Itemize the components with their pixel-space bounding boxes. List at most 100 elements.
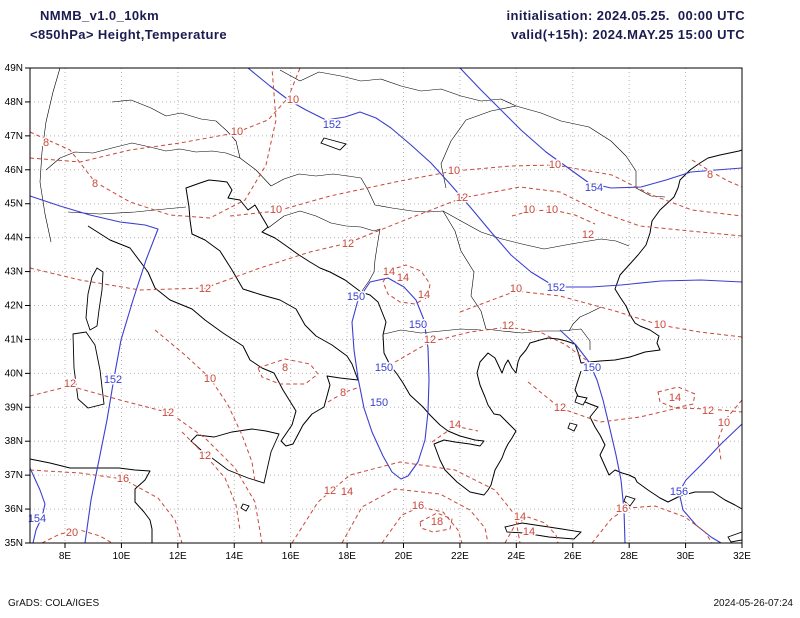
contour-label-temperature: 20 — [66, 527, 78, 539]
temp-contour-14-east-loop — [657, 386, 696, 409]
lon-label: 32E — [733, 551, 751, 562]
contour-label-height: 150 — [583, 362, 601, 374]
contour-label-temperature: 8 — [282, 362, 288, 374]
border-bulgaria-turkey — [568, 306, 602, 332]
height-contour-152-west — [29, 195, 159, 544]
contour-label-height: 150 — [370, 397, 388, 409]
island-rhodes — [623, 495, 636, 507]
lat-label: 36N — [5, 504, 23, 515]
grads-credit: GrADS: COLA/IGES — [8, 598, 100, 609]
lon-label: 24E — [507, 551, 525, 562]
temp-contour-16-southeast — [591, 505, 713, 544]
height-contour-152-north — [247, 67, 743, 288]
contour-label-height: 150 — [375, 362, 393, 374]
coastline-turkey-aegean — [574, 370, 743, 510]
lat-label: 43N — [5, 267, 23, 278]
temp-contour-14-south — [341, 488, 489, 544]
border-carpathian-north — [279, 69, 517, 107]
model-title: NMMB_v1.0_10km — [40, 8, 160, 23]
valid-time: valid(+15h): 2024.MAY.25 15:00 UTC — [511, 27, 745, 42]
temp-contour-10-segment — [511, 209, 596, 225]
border-serbia-bulgaria-greece — [442, 210, 591, 350]
contour-label-temperature: 10 — [510, 283, 522, 295]
contour-label-height: 152 — [547, 282, 565, 294]
temp-contour-8-northwest — [29, 67, 277, 219]
island-crete — [504, 522, 582, 540]
contour-label-temperature: 8 — [340, 387, 346, 399]
contour-label-temperature: 8 — [43, 137, 49, 149]
initialisation-time: initialisation: 2024.05.25. 00:00 UTC — [506, 8, 745, 23]
contour-label-temperature: 14 — [514, 511, 526, 523]
temp-contour-14-south-aegean — [504, 516, 559, 544]
lat-label: 35N — [5, 538, 23, 549]
lat-label: 47N — [5, 131, 23, 142]
temp-contour-14-segment — [431, 425, 479, 443]
temp-contour-10-east-edge — [717, 399, 743, 461]
border-macedonia — [383, 328, 482, 335]
lon-label: 12E — [169, 551, 187, 562]
lon-label: 30E — [677, 551, 695, 562]
contour-label-temperature: 14 — [341, 486, 353, 498]
lat-label: 42N — [5, 301, 23, 312]
temp-contour-16-south — [381, 506, 463, 544]
contour-label-temperature: 12 — [342, 238, 354, 250]
contour-label-temperature: 8 — [707, 169, 713, 181]
lat-label: 46N — [5, 165, 23, 176]
contour-label-temperature: 10 — [549, 159, 561, 171]
contour-label-temperature: 12 — [199, 450, 211, 462]
temp-contour-12-balkans — [394, 326, 587, 363]
lat-label: 38N — [5, 436, 23, 447]
contour-label-temperature: 12 — [162, 407, 174, 419]
height-contour-154-northeast — [459, 67, 743, 189]
border-alps-east-west — [45, 142, 362, 187]
contour-label-temperature: 12 — [424, 334, 436, 346]
temp-contour-10-tyrrhenian — [154, 329, 256, 483]
temp-contour-10-east — [459, 290, 743, 338]
contour-label-height: 152 — [104, 374, 122, 386]
temp-contour-18-south-loop — [419, 512, 453, 533]
border-bosnia — [267, 210, 381, 292]
contour-label-temperature: 18 — [431, 516, 443, 528]
height-contour-layer — [29, 67, 743, 544]
coastline-layer — [29, 67, 743, 543]
contour-label-temperature: 14 — [449, 419, 461, 431]
contour-label-temperature: 10 — [523, 204, 535, 216]
map-frame — [29, 67, 743, 544]
contour-label-temperature: 14 — [669, 392, 681, 404]
contour-label-temperature: 10 — [204, 373, 216, 385]
contour-label-temperature: 12 — [554, 402, 566, 414]
temp-contour-10-northwest — [29, 67, 301, 163]
island-sicily — [190, 428, 280, 484]
temp-contour-10-central — [229, 164, 743, 217]
temp-contour-12-west — [29, 385, 263, 544]
coastline-north-africa — [29, 458, 153, 543]
lon-label: 26E — [564, 551, 582, 562]
contour-label-temperature: 10 — [448, 165, 460, 177]
height-contour-150-adriatic-trough — [351, 277, 430, 480]
contour-label-temperature: 14 — [418, 289, 430, 301]
contour-label-temperature: 12 — [199, 283, 211, 295]
lon-label: 14E — [225, 551, 243, 562]
contour-label-temperature: 12 — [502, 320, 514, 332]
lon-label: 28E — [620, 551, 638, 562]
temperature-contour-layer — [29, 67, 743, 544]
height-contour-156-southeast — [678, 423, 743, 544]
border-danube-basin — [360, 177, 630, 250]
contour-label-temperature: 16 — [616, 503, 628, 515]
lat-label: 45N — [5, 199, 23, 210]
height-contour-154-southwest — [29, 467, 46, 544]
contour-label-temperature: 8 — [92, 178, 98, 190]
contour-label-height: 154 — [585, 182, 603, 194]
temp-contour-20-southwest — [41, 529, 113, 544]
lon-label: 16E — [282, 551, 300, 562]
border-west-alps — [39, 67, 61, 243]
contour-label-temperature: 14 — [397, 272, 409, 284]
river-po — [67, 206, 187, 215]
contour-label-height: 150 — [409, 319, 427, 331]
island-corsica — [85, 267, 104, 331]
contour-label-temperature: 10 — [546, 204, 558, 216]
contour-label-temperature: 14 — [523, 526, 535, 538]
temp-contour-8-northeast — [691, 159, 743, 188]
contour-label-height: 154 — [28, 513, 46, 525]
